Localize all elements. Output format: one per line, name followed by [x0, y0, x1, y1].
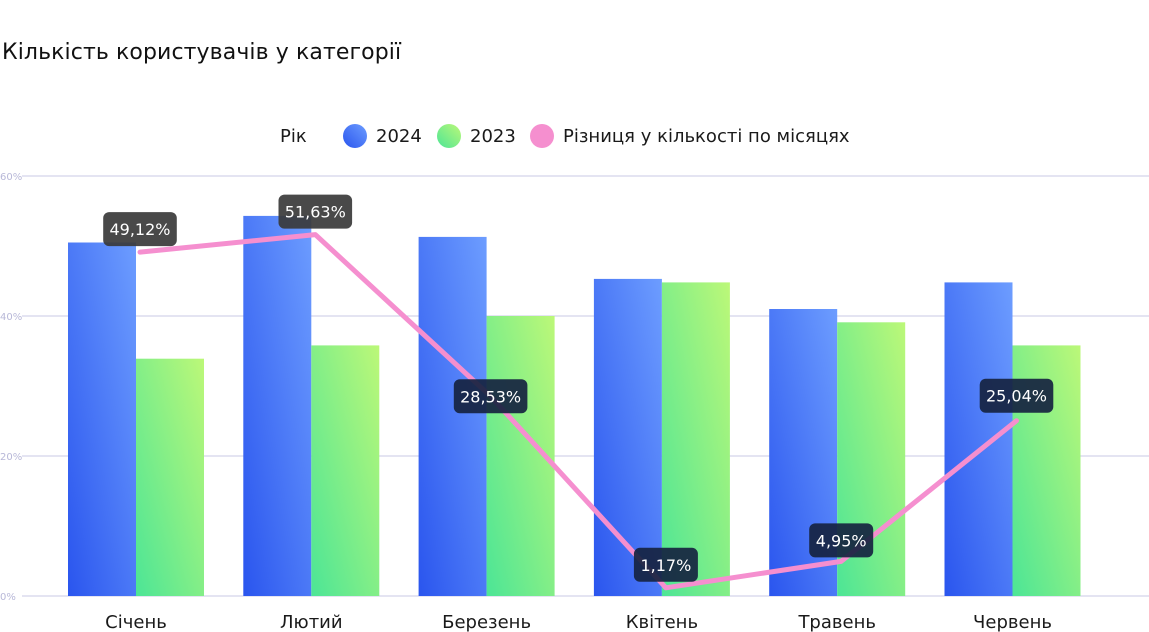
- legend-item: 2024: [343, 124, 422, 148]
- legend: Рік 2024 2023 Різниця у кількості по місяця…: [280, 124, 850, 148]
- bar-2024: [944, 282, 1013, 596]
- bar-2023: [136, 358, 204, 596]
- data-label-text: 25,04%: [986, 387, 1047, 406]
- data-label-box: [453, 379, 528, 414]
- legend-label: 2023: [470, 126, 516, 147]
- legend-swatch: [437, 124, 461, 148]
- data-label: 4,95%: [809, 523, 874, 558]
- data-label-box: [103, 212, 177, 247]
- bar-2024: [243, 215, 312, 596]
- data-label: 49,12%: [103, 212, 177, 247]
- bar-2024: [68, 242, 136, 596]
- data-label-box: [809, 523, 874, 558]
- data-label: 25,04%: [979, 378, 1054, 413]
- data-label-box: [979, 378, 1054, 413]
- y-tick-label: 60%: [0, 172, 22, 183]
- legend-label: Різниця у кількості по місяцях: [563, 126, 850, 147]
- legend-item: 2023: [437, 124, 516, 148]
- x-tick-label: Березень: [442, 612, 531, 632]
- data-label-text: 4,95%: [816, 531, 867, 550]
- bars-layer: [68, 215, 1081, 596]
- data-label-box: [278, 194, 353, 229]
- x-tick-label: Лютий: [280, 612, 343, 632]
- y-tick-label: 0%: [0, 592, 16, 603]
- data-label-box: [633, 547, 698, 582]
- chart-title: Кількість користувачів у категорії: [2, 40, 402, 65]
- bar-2024: [418, 236, 487, 596]
- callout-layer: 49,12% 51,63% 28,53% 1,17% 4,95% 25,04%: [103, 194, 1054, 582]
- data-label-text: 28,53%: [460, 387, 521, 406]
- data-label: 1,17%: [633, 547, 698, 582]
- data-label-text: 1,17%: [640, 556, 691, 575]
- data-label: 28,53%: [453, 379, 528, 414]
- y-tick-label: 40%: [0, 312, 22, 323]
- x-tick-label: Травень: [797, 612, 876, 632]
- legend-swatch: [343, 124, 367, 148]
- data-label-text: 49,12%: [109, 220, 170, 239]
- y-tick-label: 20%: [0, 452, 22, 463]
- legend-item: Різниця у кількості по місяцях: [530, 124, 850, 148]
- legend-swatch: [530, 124, 554, 148]
- x-tick-label: Квітень: [626, 612, 698, 632]
- data-label: 51,63%: [278, 194, 353, 229]
- data-label-text: 51,63%: [285, 203, 346, 222]
- bar-2023: [311, 345, 380, 596]
- legend-label: 2024: [376, 126, 422, 147]
- x-tick-label: Січень: [105, 612, 167, 632]
- x-axis-labels: Січень Лютий Березень Квітень Травень Червень: [105, 612, 1052, 632]
- x-tick-label: Червень: [973, 612, 1052, 632]
- bar-2023: [661, 282, 730, 596]
- legend-title: Рік: [280, 126, 307, 147]
